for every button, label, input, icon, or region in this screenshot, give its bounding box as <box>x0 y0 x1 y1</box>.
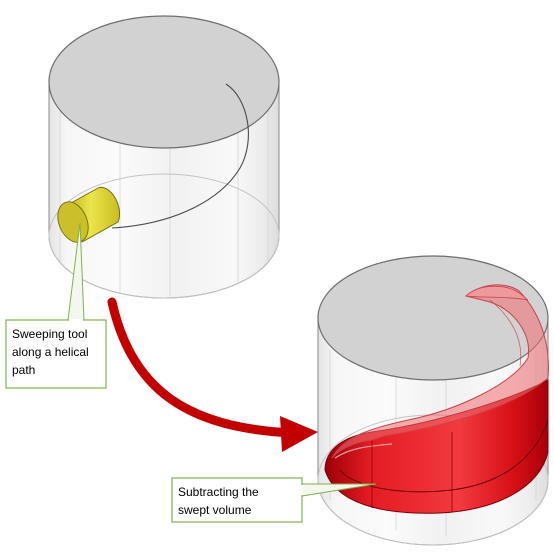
source-cylinder <box>48 15 280 299</box>
callout-line: path <box>12 363 35 377</box>
source-cylinder-bottom-edge <box>48 173 280 299</box>
result-cylinder-top-face <box>317 255 549 381</box>
callout-line: along a helical <box>12 345 89 359</box>
swept-volume-top-opening <box>465 285 529 301</box>
transformation-arrow <box>107 297 318 452</box>
helical-path-line <box>111 83 249 229</box>
callout-line: Subtracting the <box>178 485 259 499</box>
swept-volume-translucent <box>331 284 549 459</box>
callout-sweeping-tool: Sweeping tool along a helical path <box>5 222 107 389</box>
swept-band-seams <box>371 432 453 512</box>
arrow-head <box>280 416 318 452</box>
callout-line: Sweeping tool <box>12 327 87 341</box>
swept-groove-lip <box>334 443 393 459</box>
callout-sweeping-tool-text: Sweeping tool along a helical path <box>12 327 92 377</box>
callout-subtracting: Subtracting the swept volume <box>171 477 377 523</box>
result-cylinder <box>317 255 549 546</box>
callout-box <box>5 319 107 389</box>
swept-volume-inner-line <box>489 299 522 367</box>
arrow-shaft <box>107 297 297 438</box>
source-cylinder-top-face <box>48 15 280 149</box>
callout-subtracting-text: Subtracting the swept volume <box>178 485 262 517</box>
callout-box <box>171 477 303 523</box>
sweeping-tool-cylinder <box>57 187 121 243</box>
callout-line: swept volume <box>178 503 252 517</box>
